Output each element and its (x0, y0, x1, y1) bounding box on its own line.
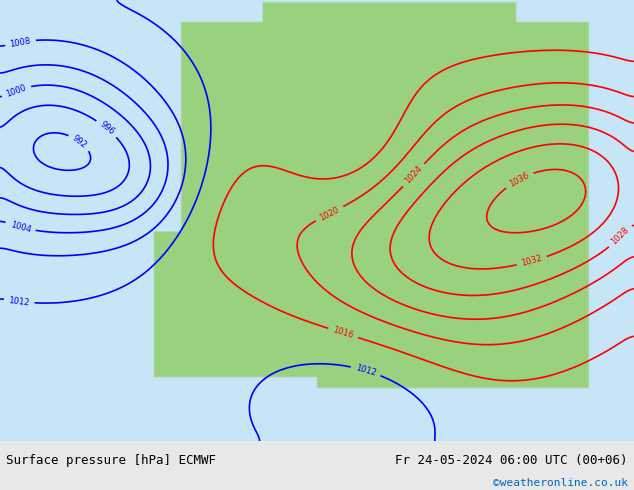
Text: 1020: 1020 (318, 205, 341, 222)
Text: 1012: 1012 (8, 295, 30, 307)
Text: 1012: 1012 (354, 364, 377, 378)
Text: 1004: 1004 (9, 220, 32, 234)
Text: 1032: 1032 (521, 254, 543, 269)
Text: Fr 24-05-2024 06:00 UTC (00+06): Fr 24-05-2024 06:00 UTC (00+06) (395, 454, 628, 467)
Text: 1036: 1036 (508, 171, 531, 189)
Text: 996: 996 (98, 120, 116, 137)
Text: 1008: 1008 (10, 36, 32, 49)
Text: ©weatheronline.co.uk: ©weatheronline.co.uk (493, 478, 628, 488)
Text: 1028: 1028 (610, 226, 631, 247)
Text: 1024: 1024 (403, 164, 424, 186)
Text: 1000: 1000 (5, 83, 28, 98)
Text: Surface pressure [hPa] ECMWF: Surface pressure [hPa] ECMWF (6, 454, 216, 467)
Text: 992: 992 (71, 133, 89, 150)
Text: 1016: 1016 (332, 325, 354, 341)
